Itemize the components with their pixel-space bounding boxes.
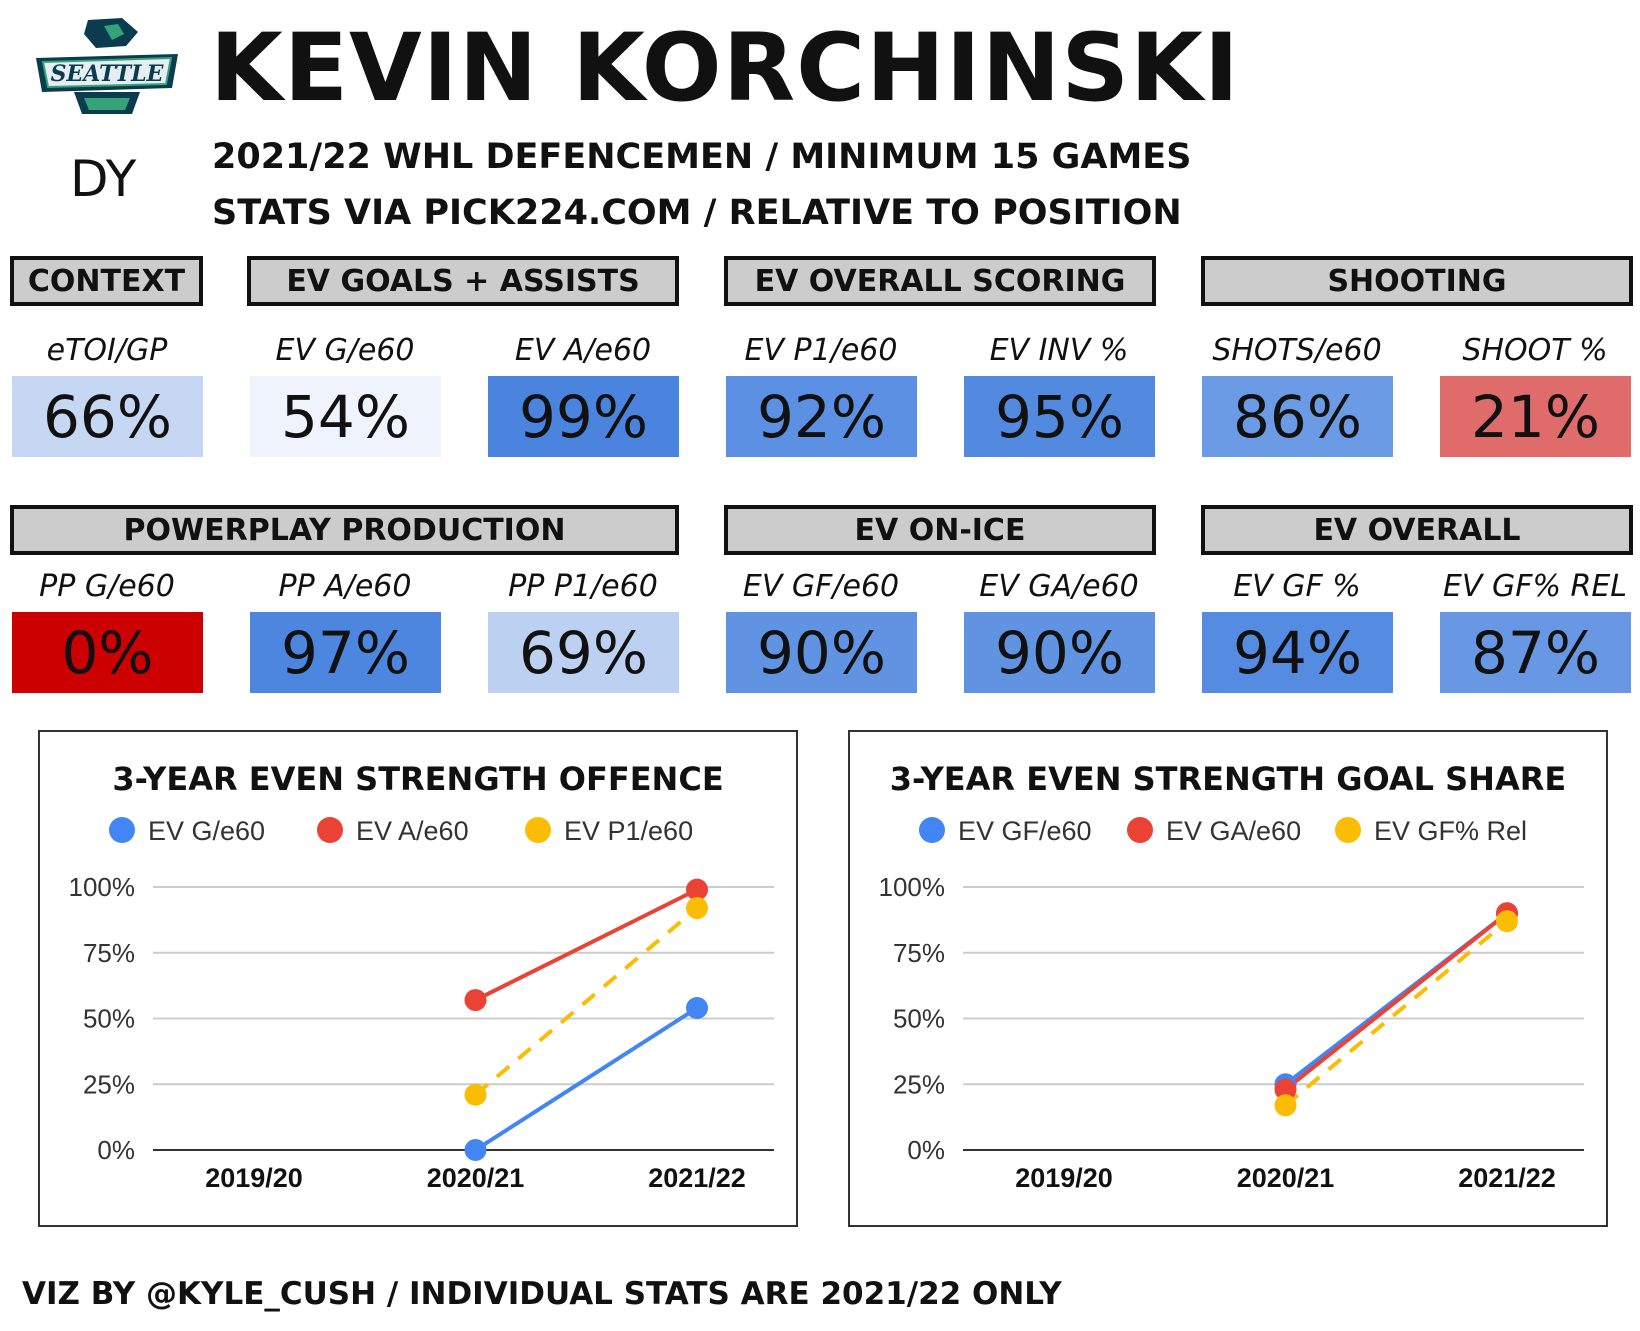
metric-label: EV INV % — [989, 333, 1129, 368]
x-tick-label: 2020/21 — [427, 1163, 525, 1193]
metric-label: EV GF/e60 — [742, 569, 900, 604]
y-tick-label: 0% — [907, 1135, 945, 1165]
metric-label: SHOTS/e60 — [1212, 333, 1382, 368]
group-header-ev-overall-scoring: EV OVERALL SCORING — [724, 256, 1156, 306]
metric-value: 0% — [12, 612, 203, 693]
chart-title: 3-YEAR EVEN STRENGTH GOAL SHARE — [889, 760, 1567, 798]
data-point — [686, 878, 708, 901]
metric-label: SHOOT % — [1462, 333, 1608, 368]
legend-marker — [1335, 817, 1361, 843]
legend-marker — [525, 817, 551, 843]
x-tick-label: 2021/22 — [648, 1163, 746, 1193]
metric-label: PP G/e60 — [39, 569, 175, 604]
group-header-powerplay-production: POWERPLAY PRODUCTION — [10, 505, 679, 555]
team-logo: SEATTLE — [36, 18, 178, 114]
metric-label: EV GA/e60 — [979, 569, 1139, 604]
chart-goal-share: EV GF/e60 EV GA/e60 EV GF% Rel 0% 25% 50% 75% 1… — [879, 816, 1584, 1193]
chart-title: 3-YEAR EVEN STRENGTH OFFENCE — [112, 760, 724, 798]
legend-label: EV P1/e60 — [564, 816, 693, 846]
group-header-ev-goals-assists: EV GOALS + ASSISTS — [247, 256, 679, 306]
y-tick-label: 75% — [83, 938, 135, 968]
x-tick-label: 2019/20 — [1015, 1163, 1113, 1193]
group-header-context: CONTEXT — [10, 256, 203, 306]
metric-value: 21% — [1440, 376, 1631, 457]
metric-label: eTOI/GP — [46, 333, 168, 368]
metric-value: 90% — [726, 612, 917, 693]
chart-panel-goal-share: 3-YEAR EVEN STRENGTH GOAL SHARE EV GF/e6… — [848, 730, 1608, 1227]
metric-value: 87% — [1440, 612, 1631, 693]
draft-year-label: DY — [70, 150, 137, 208]
subtitle-2: STATS VIA PICK224.COM / RELATIVE TO POSI… — [212, 193, 1182, 233]
series-line — [474, 906, 699, 1097]
logo-text: SEATTLE — [51, 61, 165, 87]
legend-label: EV G/e60 — [148, 816, 265, 846]
data-point — [464, 1139, 487, 1161]
metric-label: EV GF % — [1233, 569, 1361, 604]
y-tick-label: 100% — [69, 872, 136, 902]
data-point — [686, 996, 708, 1019]
series-line — [474, 887, 698, 1002]
metric-value: 92% — [726, 376, 917, 457]
x-tick-label: 2021/22 — [1458, 1163, 1556, 1193]
legend-marker — [919, 817, 945, 843]
y-tick-label: 75% — [893, 938, 945, 968]
metric-value: 86% — [1202, 376, 1393, 457]
y-tick-label: 50% — [893, 1004, 945, 1034]
metric-value: 54% — [250, 376, 441, 457]
y-tick-label: 25% — [83, 1069, 135, 1099]
metric-label: EV GF% REL — [1442, 569, 1628, 604]
chart-offence: EV G/e60 EV A/e60 EV P1/e60 0% 25% 50% 75% 100%… — [69, 816, 774, 1193]
player-name: KEVIN KORCHINSKI — [210, 14, 1240, 123]
data-point — [686, 897, 708, 920]
group-header-shooting: SHOOTING — [1201, 256, 1633, 306]
subtitle-1: 2021/22 WHL DEFENCEMEN / MINIMUM 15 GAME… — [212, 137, 1192, 177]
series-line — [474, 1006, 699, 1152]
data-point — [1274, 1094, 1297, 1117]
y-tick-label: 0% — [97, 1135, 135, 1165]
metric-value: 69% — [488, 612, 679, 693]
metric-label: EV P1/e60 — [744, 333, 898, 368]
y-tick-label: 50% — [83, 1004, 135, 1034]
chart-panel-offence: 3-YEAR EVEN STRENGTH OFFENCE EV G/e60 EV … — [38, 730, 798, 1227]
legend-marker — [317, 817, 343, 843]
legend-label: EV GF% Rel — [1374, 816, 1527, 846]
group-header-ev-overall: EV OVERALL — [1201, 505, 1633, 555]
metric-label: EV A/e60 — [514, 333, 652, 368]
legend-label: EV GA/e60 — [1166, 816, 1301, 846]
data-point — [1496, 910, 1518, 933]
data-point — [1274, 1078, 1297, 1101]
legend-marker — [1127, 817, 1153, 843]
footer-credit: VIZ BY @KYLE_CUSH / INDIVIDUAL STATS ARE… — [22, 1276, 1062, 1312]
group-header-ev-on-ice: EV ON-ICE — [724, 505, 1156, 555]
legend-label: EV A/e60 — [356, 816, 469, 846]
metric-value: 90% — [964, 612, 1155, 693]
y-tick-label: 25% — [893, 1069, 945, 1099]
metric-value: 94% — [1202, 612, 1393, 693]
logo-crest-icon — [36, 18, 178, 114]
legend-label: EV GF/e60 — [958, 816, 1092, 846]
data-point — [464, 989, 487, 1012]
metric-value: 95% — [964, 376, 1155, 457]
series-line — [1284, 919, 1509, 1107]
metric-value: 99% — [488, 376, 679, 457]
metric-label: PP P1/e60 — [508, 569, 658, 604]
x-tick-label: 2019/20 — [205, 1163, 303, 1193]
x-tick-label: 2020/21 — [1237, 1163, 1335, 1193]
data-point — [464, 1083, 487, 1106]
metric-label: PP A/e60 — [278, 569, 412, 604]
y-tick-label: 100% — [879, 872, 946, 902]
metric-value: 97% — [250, 612, 441, 693]
metric-value: 66% — [12, 376, 203, 457]
metric-label: EV G/e60 — [275, 333, 415, 368]
legend-marker — [109, 817, 135, 843]
series-line — [1284, 911, 1509, 1092]
